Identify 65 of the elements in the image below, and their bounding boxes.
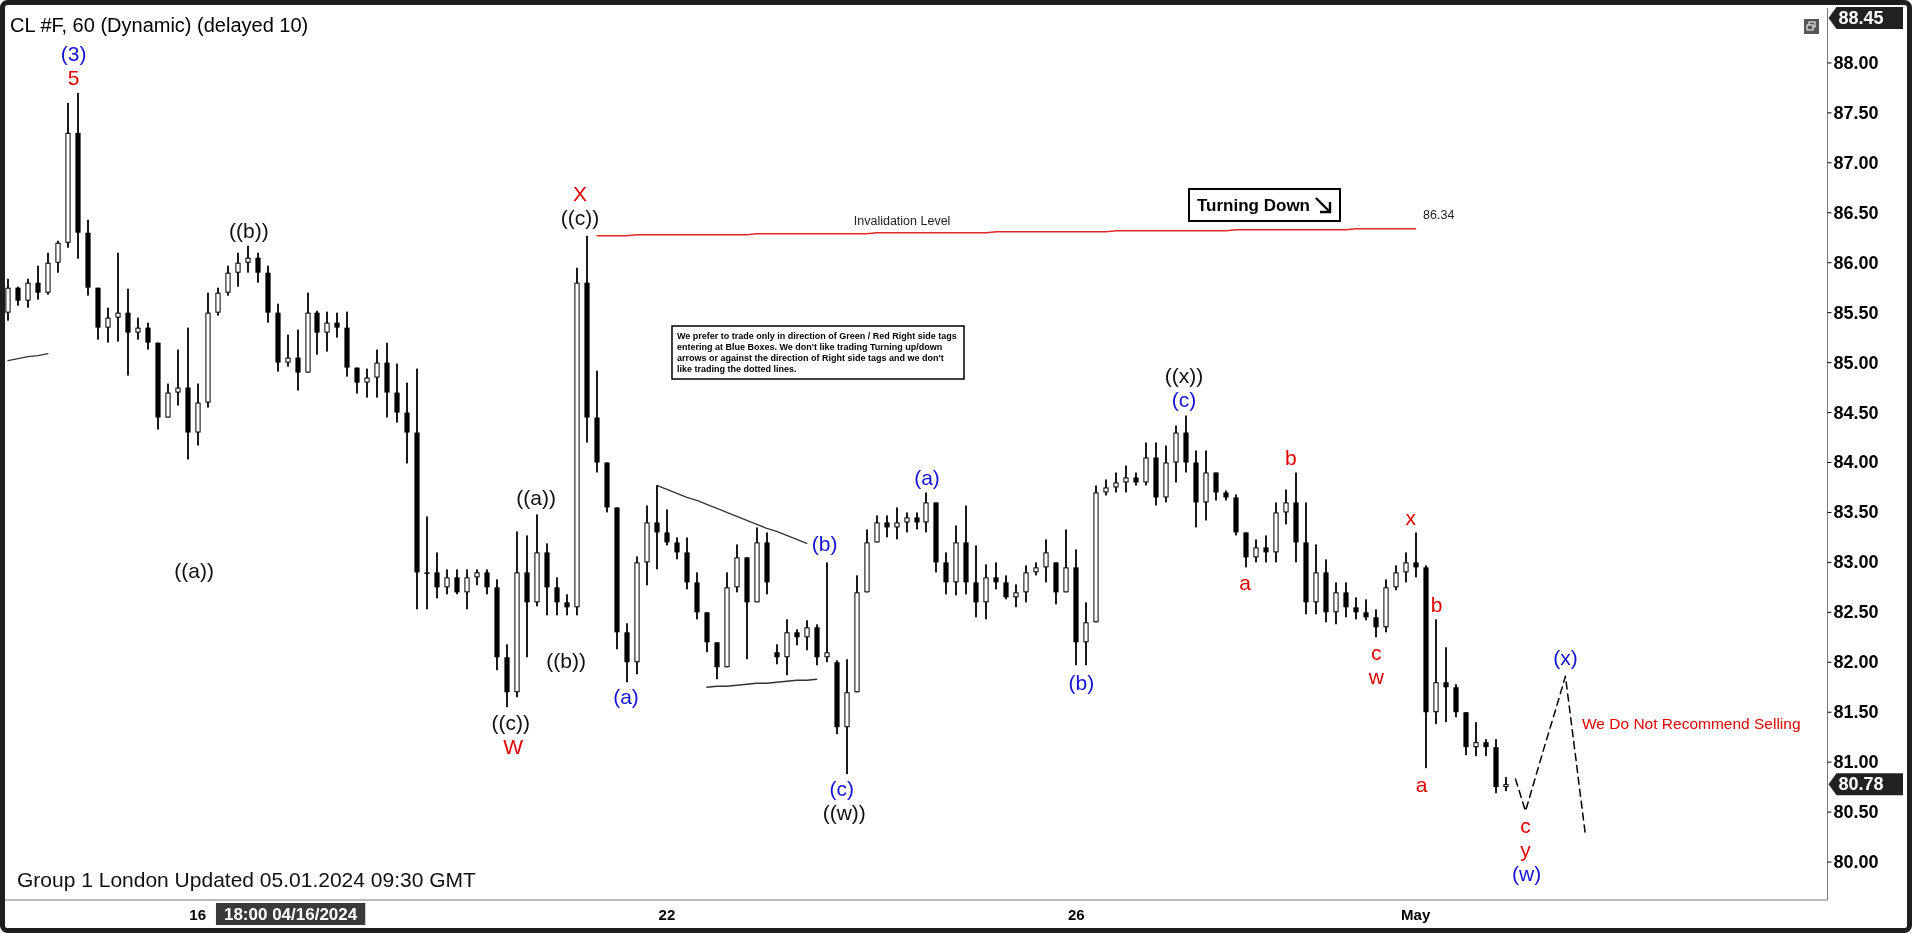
y-tick-label: 85.50 (1833, 302, 1879, 323)
annotation: 86.34 (1423, 207, 1455, 222)
annotation: a (1415, 772, 1428, 796)
y-tick-label: 88.45 (1838, 7, 1884, 28)
y-tick-label: 80.00 (1833, 852, 1879, 873)
y-tick-label: 87.50 (1833, 102, 1879, 123)
annotation: W (503, 734, 524, 758)
line-series (7, 352, 49, 362)
y-tick-label: 84.50 (1833, 402, 1879, 423)
y-tick-label: 86.00 (1833, 252, 1879, 273)
y-tick-label: 82.50 (1833, 602, 1879, 623)
annotation: ((a)) (174, 558, 214, 581)
annotation: c (1371, 640, 1382, 664)
annotation: x (1405, 505, 1417, 529)
y-tick-label: 84.00 (1833, 452, 1879, 473)
annotation: ((c)) (560, 205, 600, 229)
annotation: (a) (914, 465, 940, 488)
annotation: (b) (811, 531, 838, 555)
x-tick-label: 26 (1067, 905, 1085, 923)
annotation: b (1430, 592, 1443, 616)
annotation: w (1367, 664, 1385, 688)
text: 18:00 04/16/2024 (223, 904, 358, 924)
annotation: (3) (60, 41, 87, 65)
annotation: a (1239, 570, 1252, 594)
annotation: (c) (829, 776, 854, 800)
y-tick-label: 83.00 (1833, 552, 1879, 573)
annotation: We Do Not Recommend Selling (1582, 714, 1801, 732)
y-tick-label: 81.50 (1833, 702, 1879, 723)
annotation: X (573, 181, 588, 205)
annotation: ((c)) (491, 710, 530, 734)
candlestick (654, 485, 660, 570)
y-tick-label: 80.78 (1838, 774, 1884, 795)
annotation: ((b)) (229, 218, 269, 242)
y-tick-label: 83.50 (1833, 502, 1879, 523)
annotation: 5 (67, 65, 80, 89)
annotation: Invalidation Level (853, 213, 951, 228)
annotation: (c) (1171, 387, 1197, 411)
line-series (596, 228, 1417, 237)
annotation: ((a)) (516, 485, 557, 509)
line-series (706, 678, 818, 688)
annotation: c (1520, 813, 1531, 837)
annotation: b (1285, 445, 1297, 468)
y-tick-label: 85.00 (1833, 352, 1879, 373)
annotation: Group 1 London Updated 05.01.2024 09:30 GMT (17, 867, 476, 891)
annotation: (b) (1068, 670, 1095, 694)
y-tick-label: 82.00 (1833, 652, 1879, 673)
annotation: ((w)) (822, 800, 866, 824)
annotation: (x) (1553, 645, 1578, 669)
y-tick-label: 87.00 (1833, 152, 1879, 173)
annotation: (a) (613, 684, 639, 708)
y-tick-label: 81.00 (1833, 752, 1879, 773)
x-tick-label: 16 (189, 905, 207, 923)
annotation: ((b)) (546, 648, 586, 672)
line-series (656, 484, 808, 545)
annotation: Turning Down (1197, 195, 1310, 215)
y-tick-label: 88.00 (1833, 52, 1879, 73)
annotation: y (1520, 837, 1532, 861)
annotation: (w) (1512, 861, 1542, 885)
x-tick-label: May (1401, 905, 1431, 923)
y-tick-label: 80.50 (1833, 802, 1879, 823)
annotation: We prefer to trade only in direction of Green / Red Right side tags entering at Blue Boxes. We don't like trading Turning up/down arrows or against the direction of Right side tags and we don't like trading the dotted lines. (677, 330, 957, 375)
y-tick-label: 86.50 (1833, 202, 1879, 223)
annotation: ((x)) (1164, 363, 1204, 387)
x-tick-label: 22 (658, 905, 676, 923)
chart-title: CL #F, 60 (Dynamic) (delayed 10) (10, 14, 309, 36)
